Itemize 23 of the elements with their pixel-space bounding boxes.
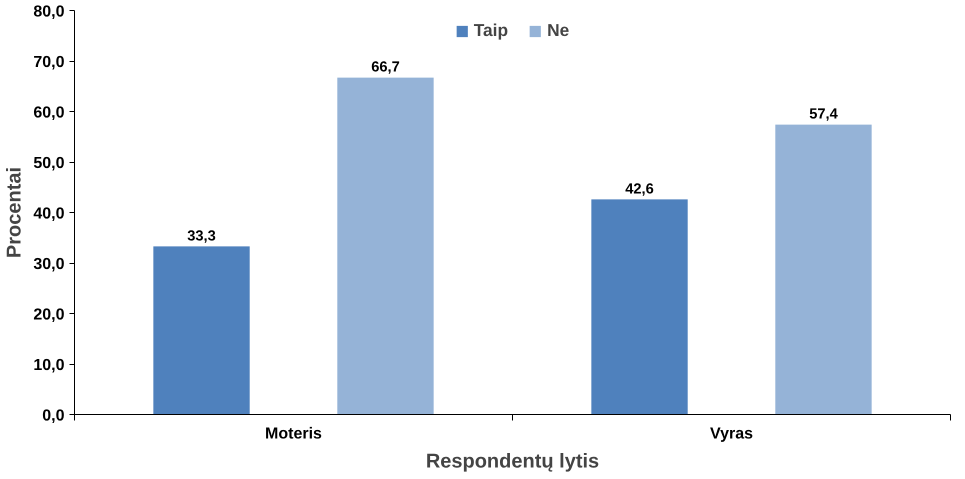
- bar: [337, 78, 434, 414]
- data-label: 42,6: [625, 181, 654, 198]
- y-tick-label: 0,0: [42, 408, 65, 424]
- x-axis-title: Respondentų lytis: [426, 450, 600, 472]
- y-axis-title: Procentai: [3, 166, 26, 258]
- y-tick-label: 50,0: [33, 155, 65, 172]
- x-tick-label: Vyras: [710, 426, 754, 442]
- legend-label: Taip: [474, 20, 508, 41]
- y-tick-label: 40,0: [33, 206, 65, 222]
- data-label: 33,3: [187, 228, 216, 244]
- data-label: 66,7: [371, 60, 400, 76]
- bar: [591, 199, 688, 414]
- bar: [775, 124, 872, 414]
- y-tick-label: 10,0: [33, 357, 65, 374]
- y-tick-label: 80,0: [33, 4, 65, 20]
- y-tick-label: 70,0: [33, 54, 65, 71]
- legend-label: Ne: [547, 20, 570, 41]
- y-tick-label: 60,0: [33, 104, 65, 122]
- data-label: 57,4: [809, 106, 839, 123]
- x-tick-label: Moteris: [265, 426, 322, 442]
- y-tick-label: 30,0: [33, 256, 65, 273]
- bar: [153, 246, 250, 414]
- y-tick-label: 20,0: [33, 306, 65, 324]
